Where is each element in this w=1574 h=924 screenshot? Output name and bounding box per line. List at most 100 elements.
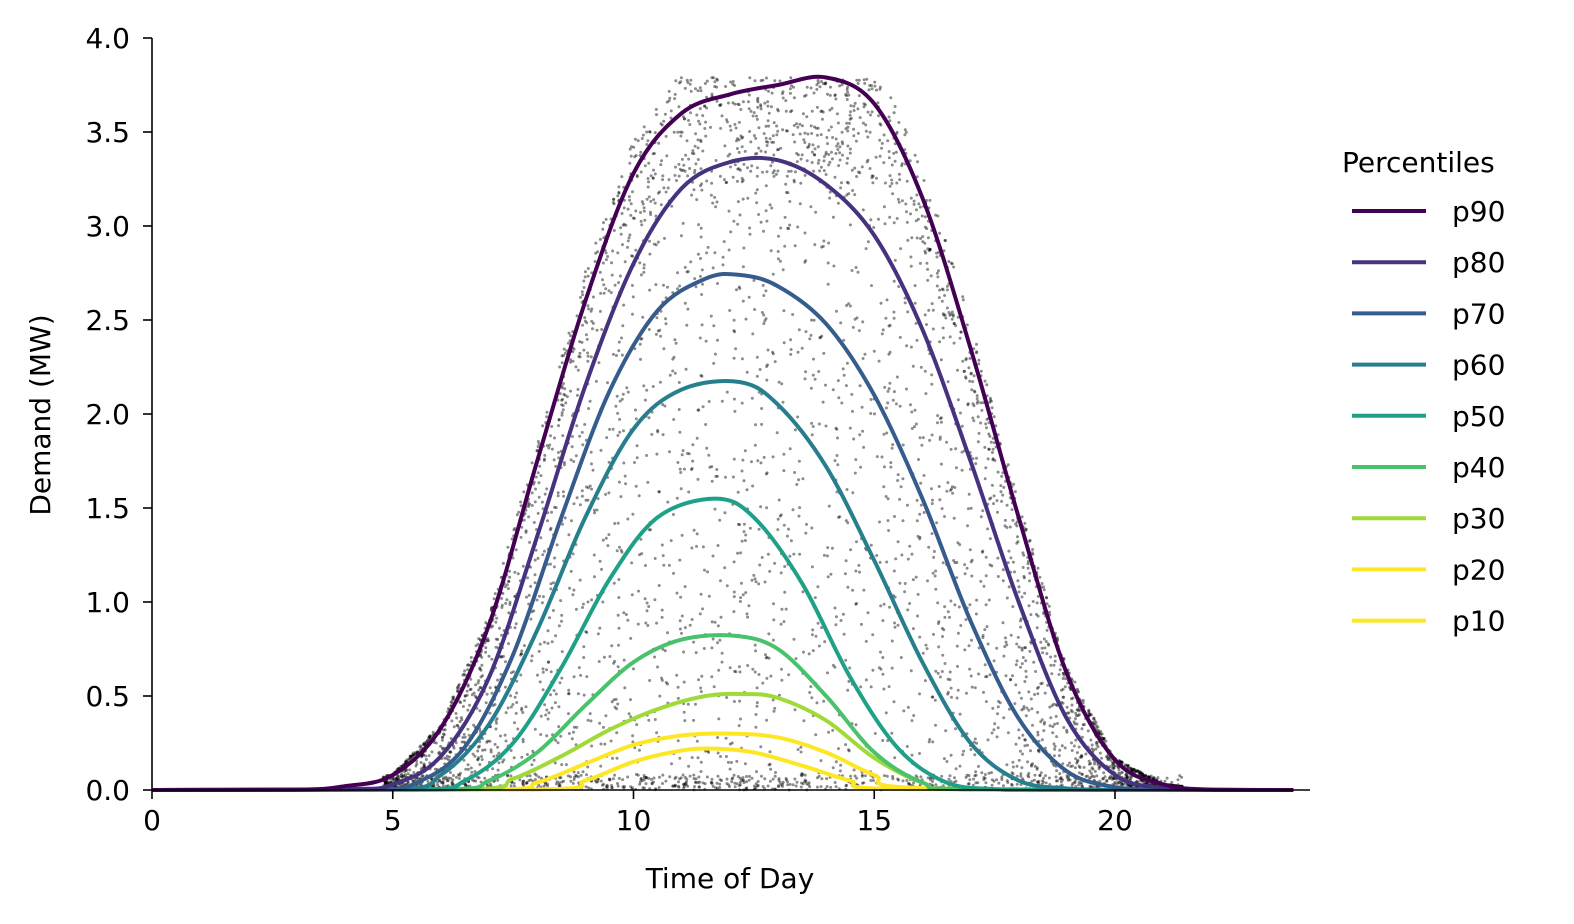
scatter-point	[772, 174, 776, 178]
scatter-point	[505, 598, 509, 602]
scatter-point	[1093, 762, 1096, 766]
scatter-point	[1080, 735, 1084, 739]
scatter-point	[931, 498, 934, 502]
scatter-point	[762, 132, 766, 136]
scatter-point	[1125, 776, 1129, 780]
scatter-point	[963, 572, 967, 576]
scatter-point	[571, 350, 575, 354]
scatter-point	[714, 474, 718, 478]
scatter-point	[905, 779, 909, 782]
scatter-point	[627, 195, 631, 199]
scatter-point	[463, 694, 467, 698]
scatter-point	[646, 624, 650, 627]
scatter-point	[935, 271, 939, 275]
scatter-point	[1109, 774, 1113, 778]
scatter-point	[582, 645, 586, 649]
scatter-point	[680, 631, 683, 635]
scatter-point	[866, 240, 870, 244]
scatter-point	[1137, 772, 1141, 775]
scatter-point	[807, 145, 811, 148]
scatter-point	[939, 462, 943, 466]
scatter-point	[412, 753, 416, 756]
scatter-point	[736, 102, 740, 106]
scatter-point	[1017, 590, 1021, 594]
scatter-point	[640, 223, 644, 227]
scatter-point	[866, 158, 870, 162]
scatter-point	[710, 777, 714, 781]
scatter-point	[589, 355, 593, 359]
scatter-point	[383, 781, 387, 785]
scatter-point	[472, 723, 476, 727]
scatter-point	[626, 517, 630, 521]
scatter-point	[1062, 726, 1066, 729]
scatter-point	[782, 452, 786, 456]
scatter-point	[560, 386, 564, 390]
scatter-point	[622, 303, 626, 307]
scatter-point	[1006, 561, 1010, 565]
scatter-point	[422, 742, 426, 746]
scatter-point	[532, 758, 536, 762]
scatter-point	[775, 431, 779, 435]
scatter-point	[852, 127, 856, 131]
scatter-point	[776, 169, 780, 173]
scatter-point	[683, 265, 687, 269]
scatter-point	[877, 666, 881, 670]
scatter-point	[460, 718, 464, 722]
scatter-point	[459, 701, 463, 705]
scatter-point	[1146, 775, 1150, 778]
scatter-point	[411, 753, 415, 757]
scatter-point	[780, 382, 784, 386]
scatter-point	[514, 711, 518, 715]
scatter-point	[897, 778, 900, 782]
scatter-point	[1119, 771, 1123, 775]
scatter-point	[586, 351, 590, 355]
scatter-point	[757, 673, 761, 676]
scatter-point	[973, 686, 977, 690]
scatter-point	[997, 699, 1000, 703]
scatter-point	[800, 346, 804, 350]
scatter-point	[1078, 766, 1082, 769]
scatter-point	[740, 176, 744, 180]
scatter-point	[816, 776, 819, 780]
scatter-point	[501, 760, 505, 764]
scatter-point	[620, 212, 624, 215]
scatter-point	[1036, 692, 1040, 696]
scatter-point	[954, 466, 958, 470]
scatter-point	[746, 196, 750, 200]
scatter-point	[572, 588, 576, 592]
scatter-point	[586, 274, 590, 278]
scatter-point	[446, 707, 450, 711]
scatter-point	[809, 205, 813, 209]
scatter-point	[829, 572, 833, 576]
scatter-point	[606, 381, 609, 385]
scatter-point	[480, 755, 483, 758]
scatter-point	[827, 504, 831, 508]
scatter-point	[870, 110, 874, 114]
scatter-point	[891, 777, 895, 781]
scatter-point	[848, 147, 852, 151]
scatter-point	[607, 491, 611, 495]
scatter-point	[791, 783, 795, 787]
scatter-point	[546, 717, 550, 721]
scatter-point	[752, 111, 756, 115]
scatter-point	[1071, 764, 1074, 768]
scatter-point	[673, 371, 677, 375]
scatter-point	[964, 376, 968, 380]
scatter-point	[624, 613, 628, 616]
scatter-point	[596, 497, 600, 501]
scatter-point	[549, 434, 552, 438]
scatter-point	[494, 727, 498, 731]
scatter-point	[737, 150, 741, 154]
scatter-point	[716, 624, 720, 628]
scatter-point	[1106, 757, 1110, 761]
scatter-point	[464, 782, 467, 786]
scatter-point	[660, 159, 663, 163]
scatter-point	[793, 471, 797, 474]
scatter-point	[699, 89, 703, 93]
scatter-point	[1101, 777, 1105, 781]
scatter-point	[888, 350, 892, 354]
scatter-point	[556, 491, 560, 495]
scatter-point	[847, 192, 851, 196]
scatter-point	[753, 152, 757, 156]
scatter-point	[612, 581, 616, 585]
